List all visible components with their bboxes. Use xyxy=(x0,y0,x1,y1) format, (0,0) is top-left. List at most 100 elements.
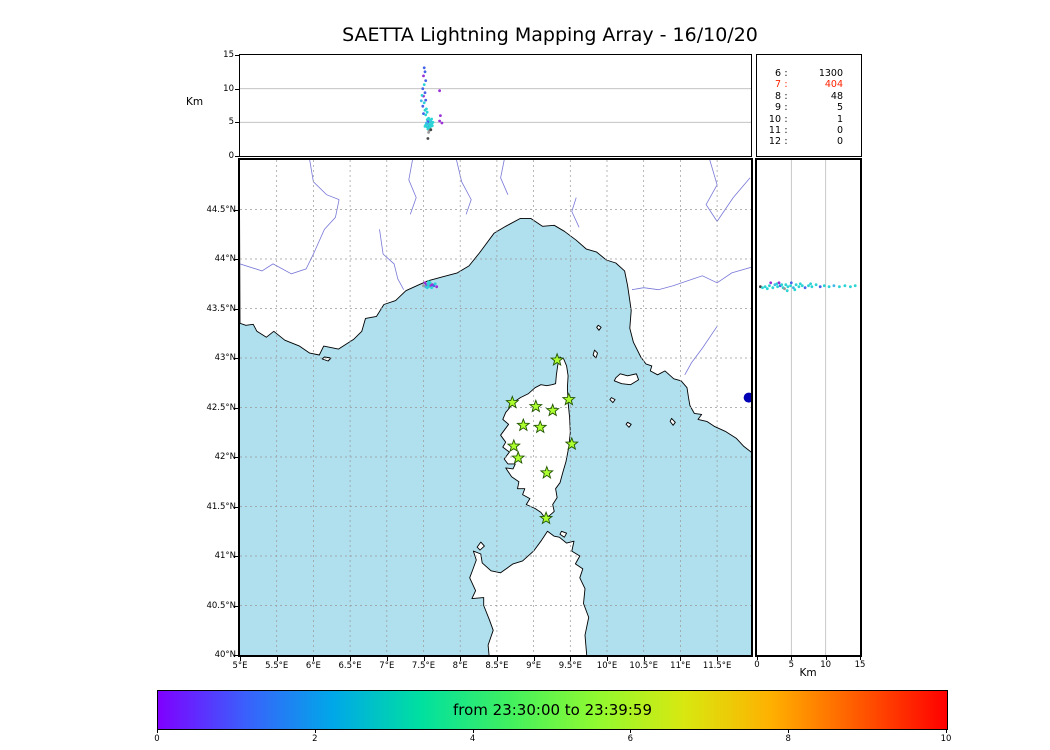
lma-station-star-icon xyxy=(564,436,579,451)
lat-tick-label: 41.5°N xyxy=(206,501,236,512)
lon-tick xyxy=(717,657,719,661)
lightning-source-point xyxy=(433,282,437,286)
colorbar-tick-label: 8 xyxy=(785,734,791,744)
lightning-source-point xyxy=(797,285,801,289)
lightning-source-point xyxy=(424,285,428,289)
lat-tick-label: 43.5°N xyxy=(206,303,236,314)
lma-station-star-icon xyxy=(561,392,576,406)
lightning-source-point xyxy=(792,286,795,290)
lightning-source-point xyxy=(789,284,792,288)
lightning-source-point xyxy=(431,120,435,124)
lightning-source-point xyxy=(763,285,767,289)
lightning-source-point xyxy=(422,83,426,86)
lightning-source-point xyxy=(814,283,818,287)
lon-tick-label: 8.5°E xyxy=(485,661,509,671)
latpanel-tick xyxy=(825,656,827,660)
alt-tick xyxy=(235,88,239,90)
river-line xyxy=(716,177,751,222)
lat-tick-label: 44°N xyxy=(214,254,236,264)
colorbar-tick-label: 2 xyxy=(312,734,318,744)
lon-tick-label: 6.5°E xyxy=(338,661,362,671)
land-polygon xyxy=(476,541,485,551)
lon-tick-label: 9.5°E xyxy=(558,661,582,671)
station-count-legend: 6:1300 7:404 8:48 9:5 10:1 11:0 12:0 xyxy=(756,54,862,157)
station-count: 48 xyxy=(830,90,843,102)
river-line xyxy=(309,160,340,200)
legend-colon: : xyxy=(784,90,788,102)
lightning-source-point xyxy=(759,285,762,289)
altitude-axis-label: Km xyxy=(186,96,204,108)
colorbar-tick xyxy=(472,729,474,733)
lat-tick-label: 44.5°N xyxy=(206,204,236,215)
lightning-source-point xyxy=(421,87,425,91)
colorbar-tick-label: 0 xyxy=(154,734,160,744)
lake-bolsena xyxy=(743,392,751,403)
lightning-source-point xyxy=(775,282,779,286)
lon-tick xyxy=(423,657,425,661)
lon-tick-label: 7.5°E xyxy=(411,661,436,671)
lightning-source-point xyxy=(798,282,802,286)
altitude-longitude-plot xyxy=(240,66,751,140)
lat-tick xyxy=(234,308,238,310)
station-count: 5 xyxy=(836,102,843,114)
river-line xyxy=(705,160,718,222)
legend-row: 8: 48 xyxy=(757,91,861,102)
land-polygon xyxy=(613,373,640,386)
lightning-source-point xyxy=(769,281,773,285)
lightning-source-point xyxy=(427,131,430,134)
lon-tick xyxy=(607,657,608,661)
lightning-source-point xyxy=(424,113,428,117)
station-number: 7 xyxy=(774,79,781,91)
land-polygon xyxy=(500,356,571,519)
alt-tick xyxy=(235,156,239,157)
river-line xyxy=(408,160,417,215)
latpanel-tick-label: 15 xyxy=(854,660,866,670)
station-count: 0 xyxy=(836,125,843,137)
lightning-source-point xyxy=(789,281,793,285)
lon-tick xyxy=(533,657,535,661)
lightning-source-point xyxy=(818,285,822,289)
lightning-source-point xyxy=(438,89,441,93)
colorbar-label: from 23:30:00 to 23:39:59 xyxy=(452,701,652,719)
lightning-source-point xyxy=(422,284,425,288)
lon-tick-label: 11°E xyxy=(670,661,691,671)
lon-tick-label: 8°E xyxy=(452,661,468,671)
lightning-source-point xyxy=(429,128,433,132)
lon-tick-label: 5°E xyxy=(232,661,248,671)
lma-station-star-icon xyxy=(539,465,554,479)
river-line xyxy=(631,266,751,291)
station-number: 8 xyxy=(774,90,781,102)
colorbar-tick xyxy=(630,729,632,733)
lightning-source-point xyxy=(780,283,784,287)
land-polygon xyxy=(469,530,590,655)
legend-colon: : xyxy=(784,102,788,114)
station-number: 10 xyxy=(768,113,781,125)
river-line xyxy=(571,197,580,228)
alt-tick xyxy=(235,55,239,56)
station-count: 404 xyxy=(824,79,843,91)
lon-tick xyxy=(643,657,645,661)
lightning-source-point xyxy=(822,284,826,288)
station-count: 1 xyxy=(836,113,843,125)
lightning-source-point xyxy=(807,284,810,288)
colorbar-tick xyxy=(946,729,947,733)
legend-row: 9: 5 xyxy=(757,102,861,113)
lat-tick-label: 40.5°N xyxy=(206,600,236,611)
lightning-source-point xyxy=(777,281,781,285)
lightning-source-point xyxy=(838,285,841,289)
lightning-source-point xyxy=(810,285,814,289)
lightning-source-point xyxy=(776,285,779,289)
colorbar-tick-label: 6 xyxy=(627,734,634,744)
lightning-source-point xyxy=(427,116,430,120)
lightning-source-point xyxy=(435,285,439,289)
land-polygon xyxy=(669,417,676,426)
altitude-latitude-panel xyxy=(755,158,862,657)
lat-tick xyxy=(234,209,238,211)
legend-row: 12: 0 xyxy=(757,136,861,147)
lma-station-star-icon xyxy=(545,402,560,417)
lma-station-star-icon xyxy=(505,395,520,409)
land-polygon xyxy=(321,356,332,362)
lightning-source-point xyxy=(783,287,786,291)
land-polygon xyxy=(625,421,632,428)
